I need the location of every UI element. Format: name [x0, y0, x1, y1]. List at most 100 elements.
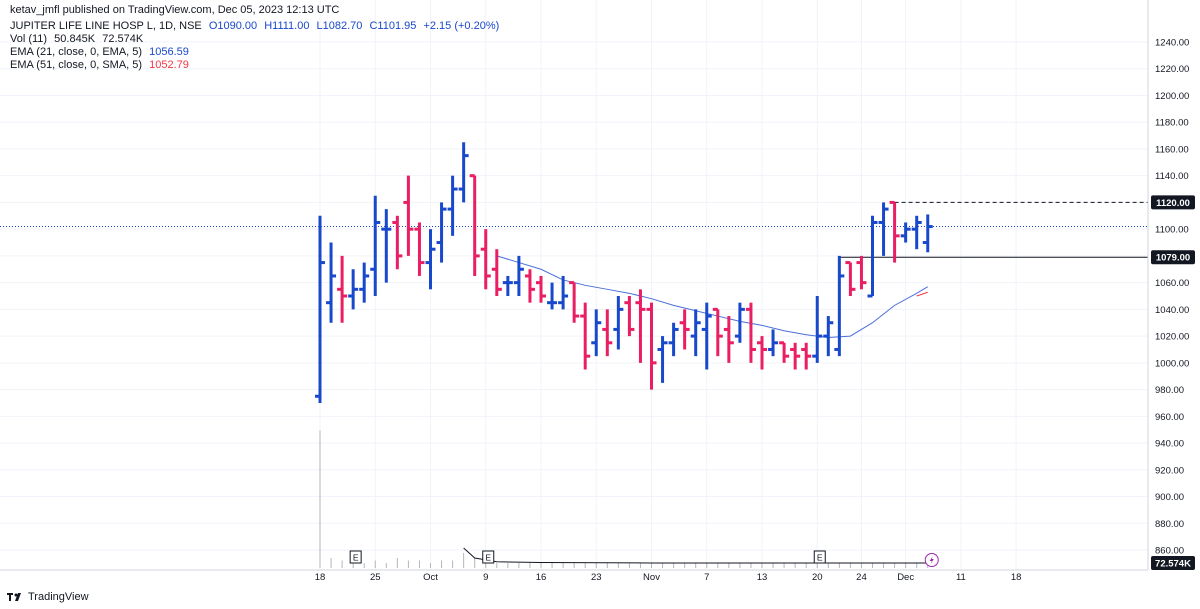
- ohlc-bar: [734, 302, 745, 343]
- ohlc-bar: [513, 255, 524, 296]
- x-tick-label: 7: [704, 572, 709, 583]
- volume-label: 72.574K: [1155, 559, 1191, 570]
- ohlc-bar: [801, 342, 812, 370]
- x-tick-label: Dec: [897, 572, 914, 583]
- y-tick-label: 940.00: [1155, 439, 1184, 450]
- event-marker: [813, 550, 826, 564]
- ohlc-bar: [602, 309, 613, 357]
- x-tick-label: 25: [370, 572, 381, 583]
- level-label-bg: [1151, 250, 1195, 265]
- ohlc-bar: [889, 200, 900, 263]
- ohlc-bar: [480, 229, 491, 290]
- x-tick-label: 24: [856, 572, 867, 583]
- y-tick-label: 1040.00: [1155, 305, 1189, 316]
- ohlc-bar: [878, 202, 889, 256]
- ohlc-bar: [524, 269, 535, 303]
- ohlc-bar: [392, 215, 403, 270]
- high-value: H1111.00: [264, 20, 310, 32]
- ohlc-bar: [414, 222, 425, 276]
- ohlc-bar: [701, 302, 712, 370]
- y-tick-label: 880.00: [1155, 519, 1184, 530]
- ohlc-bar: [812, 296, 823, 363]
- legend-symbol[interactable]: JUPITER LIFE LINE HOSP L, 1D, NSE O1090.…: [10, 20, 503, 33]
- ohlc-bar: [646, 302, 657, 390]
- ohlc-bar: [458, 142, 469, 203]
- ohlc-bar: [580, 302, 591, 370]
- ohlc-bar: [315, 215, 325, 403]
- level-label: 1079.00: [1156, 253, 1190, 264]
- ohlc-bar: [547, 282, 558, 310]
- volume-bars: [319, 430, 929, 568]
- x-tick-label: Nov: [643, 572, 660, 583]
- volume-label-bg: [1151, 556, 1195, 570]
- close-value: C1101.95: [369, 20, 417, 32]
- ema51-line: [916, 291, 928, 297]
- ohlc-bar: [536, 275, 546, 303]
- ohlc-bar: [326, 242, 337, 323]
- axes: 1240.00 1220.00 1200.00 1180.00 1160.00 1140.…: [0, 0, 1195, 583]
- ohlc-bar: [591, 309, 602, 357]
- ohlc-bar: [425, 229, 436, 290]
- ohlc-bar: [823, 316, 834, 357]
- x-tick-label: Oct: [423, 572, 438, 583]
- y-tick-label: 1240.00: [1155, 38, 1189, 49]
- legend-ema-51[interactable]: EMA (51, close, 0, SMA, 5) 1052.79: [10, 59, 193, 72]
- ohlc-bar: [723, 316, 734, 363]
- open-value: O1090.00: [208, 20, 258, 32]
- x-tick-label: 20: [812, 572, 823, 583]
- ohlc-bar: [922, 214, 933, 253]
- y-tick-label: 1000.00: [1155, 358, 1189, 369]
- event-marker: [482, 550, 495, 564]
- tradingview-brand: TradingView: [28, 591, 89, 603]
- ema1-value: 1056.59: [149, 46, 189, 58]
- ohlc-bar: [856, 255, 867, 290]
- ohlc-bar: [845, 261, 856, 296]
- ohlc-bar: [569, 281, 580, 323]
- y-tick-label: 980.00: [1155, 385, 1184, 396]
- ohlc-bar: [635, 289, 646, 363]
- ohlc-bar: [370, 195, 381, 296]
- y-tick-label: 1100.00: [1155, 225, 1189, 236]
- publish-info: ketav_jmfl published on TradingView.com,…: [10, 4, 343, 17]
- ohlc-bar: [348, 269, 359, 310]
- ema1-label: EMA (21, close, 0, EMA, 5): [10, 46, 143, 58]
- level-label-bg: [1151, 195, 1195, 210]
- ohlc-bar: [757, 336, 767, 370]
- x-tick-label: 11: [956, 572, 966, 583]
- ema2-label: EMA (51, close, 0, SMA, 5): [10, 59, 143, 71]
- vol-value-2: 72.574K: [102, 33, 144, 45]
- ohlc-bar: [867, 215, 878, 298]
- y-tick-label: 860.00: [1155, 546, 1184, 557]
- x-tick-label: 13: [757, 572, 768, 583]
- y-tick-label: 1060.00: [1155, 278, 1189, 289]
- ema2-value: 1052.79: [149, 59, 189, 71]
- ohlc-bar: [403, 175, 414, 256]
- ohlc-bar: [558, 275, 569, 310]
- level-label: 1120.00: [1156, 198, 1190, 209]
- ohlc-bar: [657, 336, 668, 383]
- ema21-line: [496, 255, 929, 338]
- ohlc-bar: [712, 307, 723, 357]
- y-tick-label: 920.00: [1155, 465, 1184, 476]
- x-tick-label: 16: [536, 572, 547, 583]
- x-tick-label: 23: [591, 572, 602, 583]
- event-marker-label: E: [485, 553, 491, 563]
- legend-volume[interactable]: Vol (11) 50.845K 72.574K: [10, 33, 147, 46]
- tradingview-footer[interactable]: TradingView: [6, 591, 89, 603]
- volume-ma-line: [463, 547, 928, 564]
- ohlc-bar: [668, 322, 679, 357]
- legend-ema-21[interactable]: EMA (21, close, 0, EMA, 5) 1056.59: [10, 46, 193, 59]
- ohlc-bar: [337, 255, 348, 323]
- ohlc-bar: [436, 202, 447, 263]
- ohlc-bar: [359, 262, 370, 303]
- ohlc-bar: [834, 255, 845, 357]
- ohlc-bars: [315, 142, 933, 403]
- ohlc-bar: [790, 342, 801, 370]
- ohlc-bar: [900, 222, 911, 243]
- ohlc-bar: [613, 296, 624, 350]
- y-tick-label: 960.00: [1155, 412, 1184, 423]
- event-marker: [349, 550, 362, 564]
- low-value: L1082.70: [316, 20, 363, 32]
- ohlc-bar: [745, 302, 756, 363]
